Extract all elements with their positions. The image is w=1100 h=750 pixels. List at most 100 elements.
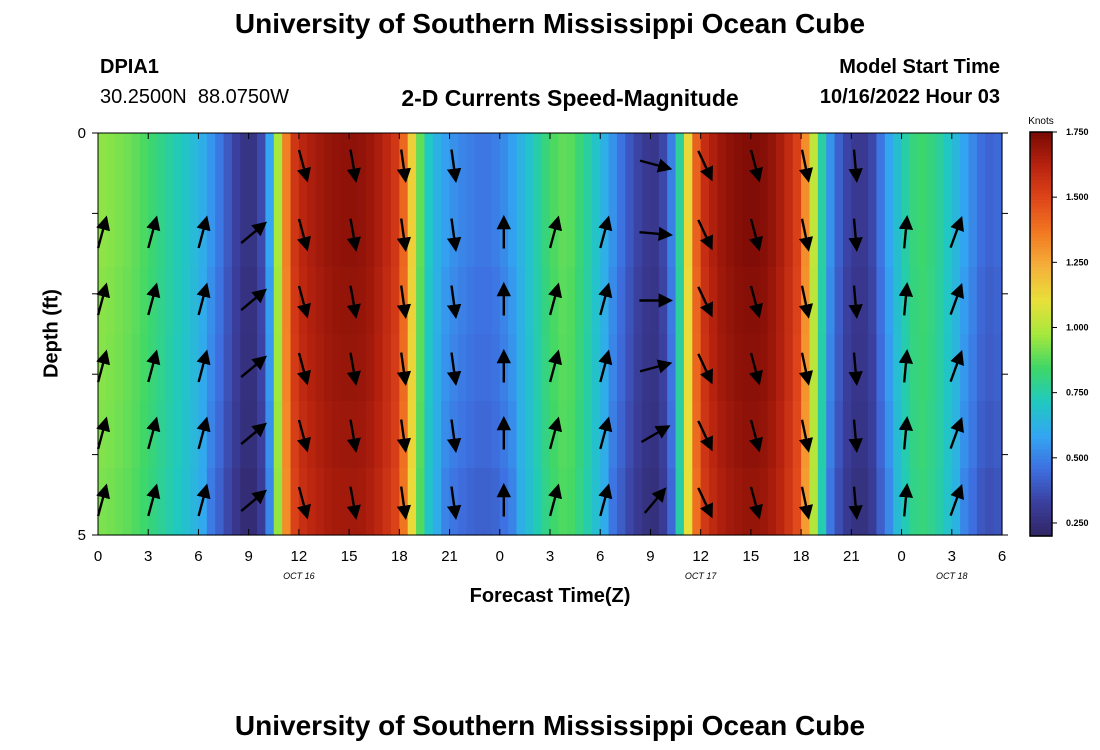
date-label: OCT 18 <box>936 571 968 581</box>
heatmap-cell <box>491 267 501 335</box>
heatmap-cell <box>826 133 836 201</box>
heatmap-cell <box>826 468 836 536</box>
current-vector <box>396 149 412 183</box>
heatmap-cell <box>198 133 208 201</box>
heatmap-cell <box>231 401 241 469</box>
heatmap-cell <box>533 267 543 335</box>
colorbar-tick-label: 1.750 <box>1066 127 1089 137</box>
heatmap-cell <box>223 468 233 536</box>
heatmap-cell <box>776 267 785 335</box>
current-vector <box>798 149 814 183</box>
colorbar-segment <box>1030 293 1052 298</box>
heatmap-cell <box>466 200 476 268</box>
colorbar-segment <box>1030 485 1052 490</box>
current-vector <box>598 349 613 383</box>
heatmap-cell <box>709 267 719 335</box>
heatmap-cell <box>374 401 384 469</box>
colorbar-segment <box>1030 169 1052 173</box>
x-tick-label: 21 <box>843 548 860 565</box>
heatmap-cell <box>541 334 551 402</box>
heatmap-cell <box>725 334 735 402</box>
heatmap-cell <box>558 267 568 335</box>
heatmap-cell <box>282 133 292 201</box>
heatmap-cell <box>943 133 953 201</box>
current-vector <box>548 282 563 316</box>
heatmap-cell <box>474 401 484 469</box>
heatmap-cell <box>215 401 225 469</box>
heatmap-cell <box>357 267 367 335</box>
y-axis-title: Depth (ft) <box>40 289 63 378</box>
heatmap-cell <box>918 133 928 201</box>
heatmap-cell <box>675 200 685 268</box>
heatmap-cell <box>960 200 970 268</box>
current-vector <box>548 215 563 249</box>
colorbar-segment <box>1030 404 1052 409</box>
heatmap-cell <box>491 200 501 268</box>
heatmap-cell <box>106 133 116 201</box>
colorbar-segment <box>1030 175 1052 180</box>
heatmap-cell <box>524 267 534 335</box>
colorbar-segment <box>1030 330 1052 335</box>
heatmap-cell <box>575 133 585 201</box>
colorbar-segment <box>1030 179 1052 184</box>
x-tick-label: 18 <box>793 548 810 565</box>
current-vector <box>146 349 161 383</box>
current-vector <box>96 282 111 316</box>
heatmap-cell <box>817 200 827 268</box>
current-vector <box>446 149 462 183</box>
current-vector <box>697 353 713 385</box>
heatmap-cell <box>282 401 292 469</box>
heatmap-cell <box>784 133 794 201</box>
current-vector <box>396 352 412 386</box>
heatmap-cell <box>382 401 392 469</box>
heatmap-cell <box>315 267 325 335</box>
colorbar-segment <box>1030 340 1052 345</box>
heatmap-cell <box>315 468 325 536</box>
heatmap-cell <box>717 200 727 268</box>
heatmap-cell <box>633 200 643 268</box>
heatmap-cell <box>558 468 568 536</box>
heatmap-cell <box>181 334 191 402</box>
colorbar-segment <box>1030 418 1052 423</box>
heatmap-cell <box>357 133 367 201</box>
heatmap-cell <box>432 334 442 402</box>
heatmap-cell <box>441 200 451 268</box>
heatmap-cell <box>625 200 635 268</box>
colorbar-segment <box>1030 350 1052 355</box>
heatmap-cell <box>558 133 568 201</box>
heatmap-cell <box>935 468 945 536</box>
heatmap-cell <box>257 334 267 402</box>
heatmap-cell <box>893 200 903 268</box>
heatmap-cell <box>315 334 325 402</box>
heatmap-cell <box>273 133 283 201</box>
colorbar-tick-label: 0.750 <box>1066 388 1089 398</box>
heatmap-cell <box>809 334 819 402</box>
heatmap-cell <box>859 468 869 536</box>
heatmap-cell <box>884 468 894 536</box>
heatmap-cell <box>424 334 434 402</box>
heatmap-cell <box>759 133 769 201</box>
colorbar-segment <box>1030 374 1052 379</box>
heatmap-cell <box>390 267 400 335</box>
colorbar-frame <box>1029 131 1053 537</box>
heatmap-cell <box>106 401 116 469</box>
heatmap-cell <box>416 267 426 335</box>
heatmap-cell <box>608 401 618 469</box>
colorbar-segment <box>1030 478 1052 483</box>
heatmap-cell <box>516 401 526 469</box>
heatmap-cell <box>817 267 827 335</box>
heatmap-cell <box>692 334 702 402</box>
heatmap-cell <box>424 267 434 335</box>
current-vector <box>798 285 814 319</box>
current-vector <box>297 486 311 520</box>
heatmap-cell <box>466 267 476 335</box>
heatmap-cell <box>139 468 149 536</box>
colorbar-segment <box>1030 286 1052 291</box>
current-vector <box>297 419 311 453</box>
heatmap-cell <box>935 200 945 268</box>
colorbar-segment <box>1030 387 1052 392</box>
heatmap-cell <box>633 334 643 402</box>
colorbar-segment <box>1030 354 1052 359</box>
heatmap-cell <box>943 334 953 402</box>
currents-chart: 0 3 6 9 12 15 18 21 0 3 6 9 12 15 18 21 0 3 6 OCT 16 OCT 17 O… <box>78 116 1089 581</box>
